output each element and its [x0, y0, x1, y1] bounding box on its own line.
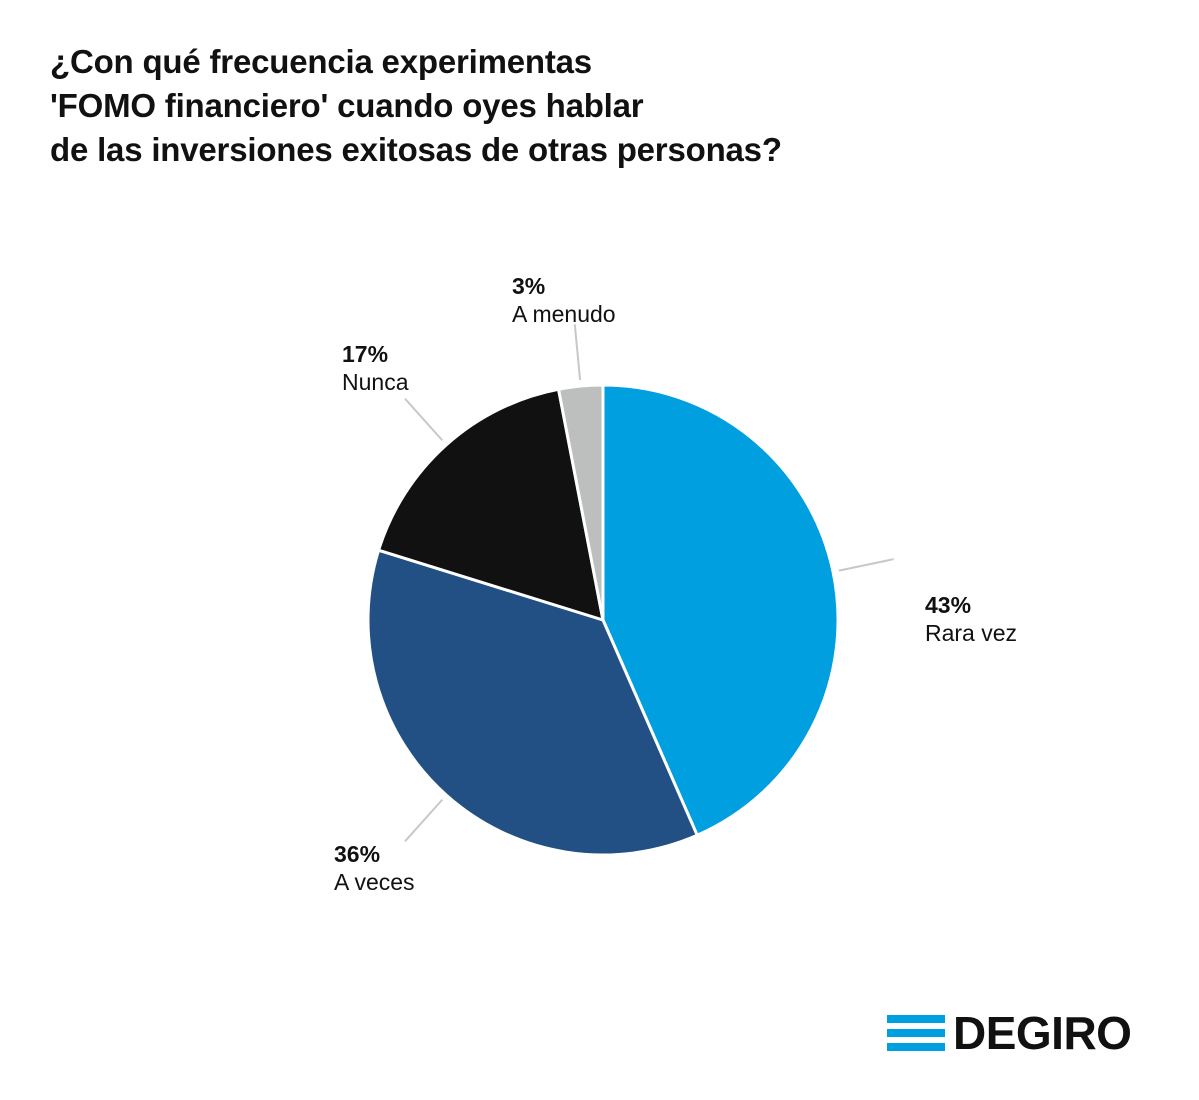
pie-slice-a-veces — [366, 548, 699, 857]
logo-stripes-icon — [887, 1015, 945, 1051]
slice-labels: 43% Rara vez 36% A veces 17% Nunca 3% A … — [334, 273, 1017, 895]
leader-line-rara-vez — [838, 558, 894, 572]
slice-category-label-rara-vez: Rara vez — [925, 620, 1017, 646]
pie-slice-rara-vez — [601, 383, 840, 837]
leader-line-nunca — [404, 397, 444, 442]
slice-category-label-nunca: Nunca — [342, 369, 409, 395]
slice-value-label-rara-vez: 43% — [925, 592, 971, 618]
slice-value-label-a-veces: 36% — [334, 841, 380, 867]
chart-title: ¿Con qué frecuencia experimentas 'FOMO f… — [50, 40, 782, 172]
title-line-1: ¿Con qué frecuencia experimentas — [50, 43, 592, 80]
leader-line-a-menudo — [573, 324, 582, 381]
logo-stripe — [887, 1043, 945, 1051]
pie-slice-nunca — [377, 387, 605, 622]
slice-value-label-nunca: 17% — [342, 341, 388, 367]
title-line-3: de las inversiones exitosas de otras per… — [50, 131, 782, 168]
logo-stripe — [887, 1015, 945, 1023]
slice-category-label-a-veces: A veces — [334, 869, 415, 895]
slice-category-label-a-menudo: A menudo — [512, 301, 616, 327]
pie-slice-a-menudo — [557, 383, 605, 622]
title-line-2: 'FOMO financiero' cuando oyes hablar — [50, 87, 644, 124]
degiro-logo: DEGIRO — [887, 1007, 1132, 1059]
slice-value-label-a-menudo: 3% — [512, 273, 545, 299]
leader-lines — [404, 324, 894, 843]
pie-slices — [366, 383, 840, 857]
logo-stripe — [887, 1029, 945, 1037]
leader-line-a-veces — [404, 798, 444, 843]
logo-text: DEGIRO — [953, 1007, 1132, 1059]
